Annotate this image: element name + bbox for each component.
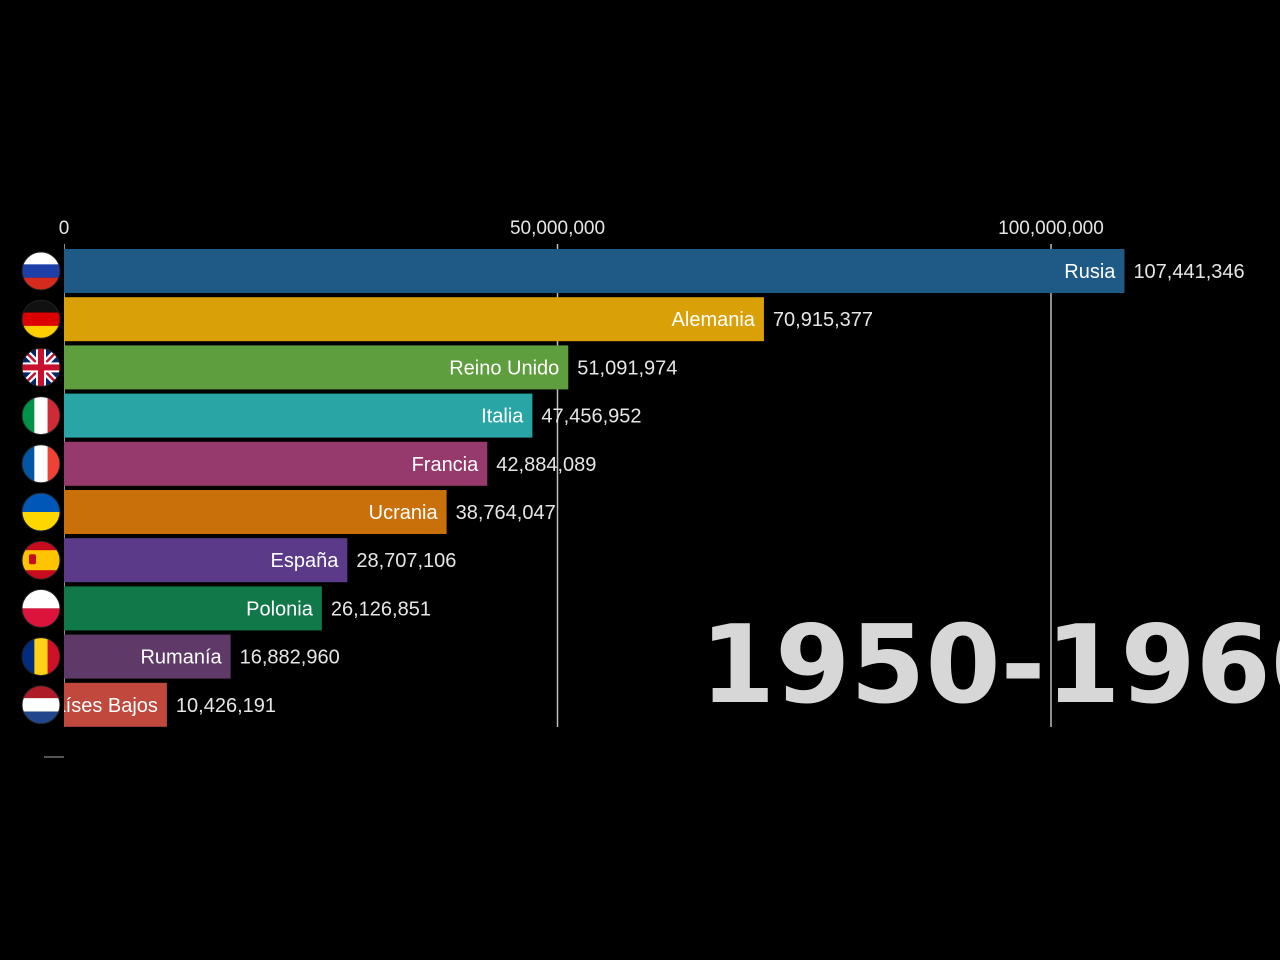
bar-category-label: Países Bajos [41,695,158,717]
bar [64,249,1125,293]
bar-category-label: Francia [412,454,480,476]
bar [64,682,167,727]
bar-value-label: 42,884,089 [496,454,596,476]
bar-value-label: 28,707,106 [356,550,456,572]
bar-value-label: 51,091,974 [577,357,677,379]
period-label: 1950-1960 [700,606,1280,726]
bar-value-label: 107,441,346 [1133,261,1244,283]
bar [64,538,348,583]
bar [64,490,447,534]
bar-category-label: Alemania [672,309,756,331]
bar [64,634,231,679]
bar-value-label: 47,456,952 [541,406,641,428]
poland-flag-icon [21,588,61,628]
bar-value-label: 16,882,960 [240,647,340,669]
germany-flag-icon [21,299,61,339]
uk-flag-icon [21,347,61,387]
bar [64,441,488,486]
bar-category-label: España [270,550,339,572]
bar-category-label: Rusia [1064,261,1116,283]
bar-value-label: 26,126,851 [331,598,431,620]
italy-flag-icon [21,396,61,436]
romania-flag-icon [21,637,61,677]
netherlands-flag-icon [21,685,61,725]
x-tick-label: 100,000,000 [998,218,1104,239]
bar-category-label: Polonia [246,598,314,620]
bar [64,345,569,390]
bar [64,586,322,631]
x-tick-label: 50,000,000 [510,218,605,239]
russia-flag-icon [21,251,61,291]
bar-value-label: 38,764,047 [456,502,556,524]
bar [64,297,764,342]
bar-category-label: Reino Unido [449,357,559,379]
bar-value-label: 70,915,377 [773,309,873,331]
ukraine-flag-icon [21,492,61,532]
bar-category-label: Ucrania [369,502,439,524]
france-flag-icon [21,444,61,484]
bar-value-label: 10,426,191 [176,695,276,717]
bar-category-label: Italia [481,406,524,428]
spain-flag-icon [21,540,61,580]
x-tick-label: 0 [59,218,70,239]
bar-category-label: Rumanía [140,647,222,669]
bar [64,393,533,438]
